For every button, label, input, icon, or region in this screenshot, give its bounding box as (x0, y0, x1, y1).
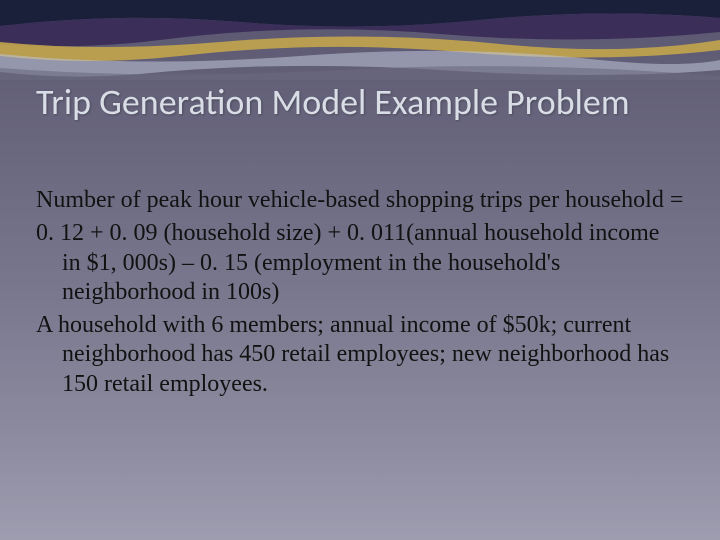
body-paragraph: A household with 6 members; annual incom… (36, 311, 684, 399)
slide: Trip Generation Model Example Problem Nu… (0, 0, 720, 540)
header-wave-decoration (0, 0, 720, 80)
body-paragraph: 0. 12 + 0. 09 (household size) + 0. 011(… (36, 219, 684, 307)
body-paragraph: Number of peak hour vehicle-based shoppi… (36, 186, 684, 215)
slide-body: Number of peak hour vehicle-based shoppi… (36, 186, 684, 403)
slide-title: Trip Generation Model Example Problem (36, 82, 684, 122)
